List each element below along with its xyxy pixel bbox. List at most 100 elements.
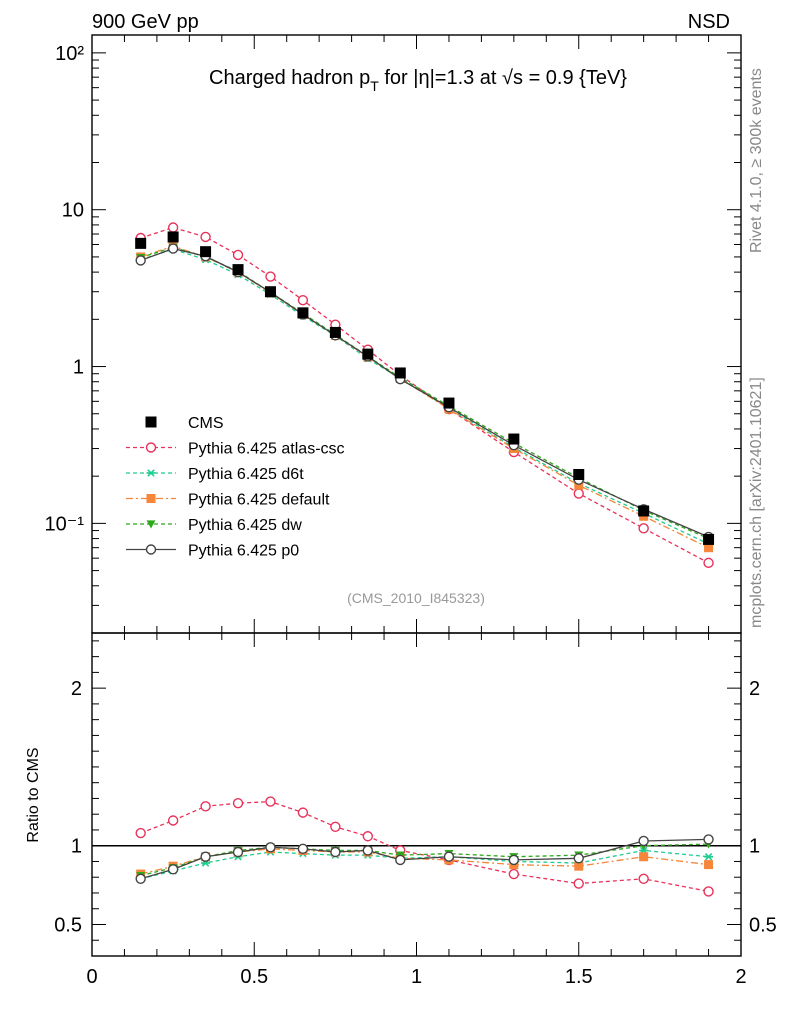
legend-marker-pythia-6-425-d6t <box>146 469 156 477</box>
ratio-point-pythia-6-425-p0 <box>395 854 406 866</box>
data-point-cms <box>394 367 406 379</box>
ratio-point-pythia-6-425-p0 <box>200 851 211 862</box>
series-line-pythia-6-425-p0 <box>140 247 709 538</box>
x-tick-label: 0.5 <box>240 966 268 988</box>
ratio-point-pythia-6-425-p0 <box>330 846 341 858</box>
ratio-line-pythia-6-425-d6t <box>140 849 709 880</box>
data-point-pythia-6-425-atlas-csc <box>573 488 584 499</box>
ratio-y-tick-label-right: 0.5 <box>749 914 777 936</box>
series-line-pythia-6-425-d6t <box>140 248 709 545</box>
data-point-cms <box>362 348 374 360</box>
ratio-point-pythia-6-425-atlas-csc <box>362 831 374 842</box>
data-point-cms <box>638 505 650 517</box>
data-point-pythia-6-425-atlas-csc <box>703 557 714 569</box>
y-tick-label: 10⁻¹ <box>45 513 85 535</box>
ratio-axis-label: Ratio to CMS <box>25 747 42 842</box>
legend-marker-pythia-6-425-default <box>146 494 156 503</box>
y-tick-label: 10² <box>55 43 84 65</box>
y-tick-label: 10 <box>62 200 84 222</box>
series-line-pythia-6-425-atlas-csc <box>140 226 709 564</box>
ratio-point-pythia-6-425-p0 <box>232 846 244 858</box>
x-tick-label: 1 <box>411 966 422 988</box>
ratio-point-pythia-6-425-p0 <box>508 854 520 866</box>
ratio-point-pythia-6-425-p0 <box>297 843 309 855</box>
ratio-point-pythia-6-425-p0 <box>167 864 179 875</box>
ratio-y-tick-label-right: 1 <box>749 836 760 858</box>
legend-label-cms: CMS <box>188 415 224 432</box>
legend-marker-pythia-6-425-dw <box>146 520 156 529</box>
header-left-label: 900 GeV pp <box>92 11 199 33</box>
data-point-pythia-6-425-atlas-csc <box>638 523 649 534</box>
ratio-point-pythia-6-425-p0 <box>265 842 276 853</box>
legend-marker-pythia-6-425-atlas-csc <box>145 442 157 453</box>
ratio-point-pythia-6-425-atlas-csc <box>232 797 244 809</box>
ratio-line-pythia-6-425-default <box>140 848 709 875</box>
ratio-point-pythia-6-425-atlas-csc <box>573 878 584 889</box>
header-right-label: NSD <box>688 11 730 33</box>
ratio-point-pythia-6-425-atlas-csc <box>703 886 714 897</box>
data-point-cms <box>703 533 715 545</box>
ratio-point-pythia-6-425-d6t <box>704 853 714 861</box>
ratio-point-pythia-6-425-atlas-csc <box>638 873 649 884</box>
ratio-y-tick-label: 1 <box>71 836 82 858</box>
data-point-cms <box>573 468 585 480</box>
data-point-pythia-6-425-default <box>704 543 714 553</box>
data-point-cms <box>508 433 520 445</box>
ratio-point-pythia-6-425-atlas-csc <box>167 815 179 826</box>
ratio-point-pythia-6-425-p0 <box>135 873 146 884</box>
ratio-point-pythia-6-425-atlas-csc <box>200 801 211 812</box>
ratio-panel-frame <box>91 632 742 957</box>
ratio-series-layer <box>135 796 714 897</box>
y-tick-label: 1 <box>73 357 84 379</box>
data-point-pythia-6-425-p0 <box>135 255 146 266</box>
axis-ticks <box>91 35 742 956</box>
ratio-point-pythia-6-425-default <box>704 860 714 870</box>
legend-label-pythia-6-425-d6t: Pythia 6.425 d6t <box>188 466 304 483</box>
mcplots-label: mcplots.cern.ch [arXiv:2401.10621] <box>748 377 765 628</box>
axis-tick-labels: 0 0.5 1 1.5 2 10⁻¹ 1 10 10² 0.5 0.5 1 1 2 2 <box>45 43 777 988</box>
data-point-pythia-6-425-atlas-csc <box>200 231 211 243</box>
ratio-y-tick-label: 2 <box>71 678 82 700</box>
ratio-point-pythia-6-425-p0 <box>703 834 714 845</box>
ratio-point-pythia-6-425-default <box>574 861 584 871</box>
legend-marker-pythia-6-425-p0 <box>145 544 157 555</box>
data-point-cms <box>200 246 212 258</box>
ratio-point-pythia-6-425-default <box>639 852 649 862</box>
ratio-point-pythia-6-425-atlas-csc <box>330 821 341 832</box>
ratio-point-pythia-6-425-atlas-csc <box>135 827 146 839</box>
legend: CMS Pythia 6.425 atlas-csc Pythia 6.425 d6… <box>126 415 345 560</box>
data-point-pythia-6-425-atlas-csc <box>232 249 244 261</box>
data-point-cms <box>443 397 455 409</box>
ratio-y-tick-label: 0.5 <box>54 914 82 936</box>
x-tick-label: 0 <box>86 966 97 988</box>
legend-label-pythia-6-425-atlas-csc: Pythia 6.425 atlas-csc <box>188 441 345 458</box>
ratio-line-pythia-6-425-atlas-csc <box>140 800 709 893</box>
analysis-tag: (CMS_2010_I845323) <box>347 590 485 606</box>
data-point-cms <box>297 307 309 319</box>
ratio-point-pythia-6-425-atlas-csc <box>508 868 520 880</box>
x-tick-label: 2 <box>735 966 746 988</box>
data-point-cms <box>135 237 147 249</box>
legend-marker-cms <box>145 416 157 428</box>
data-point-pythia-6-425-atlas-csc <box>297 294 309 306</box>
data-point-cms <box>264 286 276 298</box>
legend-label-pythia-6-425-p0: Pythia 6.425 p0 <box>188 543 299 560</box>
data-point-pythia-6-425-p0 <box>167 243 179 254</box>
legend-label-pythia-6-425-default: Pythia 6.425 default <box>188 492 330 509</box>
data-point-cms <box>232 264 244 276</box>
ratio-line-pythia-6-425-p0 <box>140 838 709 880</box>
legend-label-pythia-6-425-dw: Pythia 6.425 dw <box>188 517 302 534</box>
data-point-cms <box>167 231 179 243</box>
ratio-point-pythia-6-425-p0 <box>573 853 584 864</box>
chart-title: Charged hadron pT for |η|=1.3 at √s = 0.… <box>209 67 627 94</box>
ratio-point-pythia-6-425-p0 <box>443 851 455 862</box>
data-point-pythia-6-425-default <box>574 480 584 490</box>
data-point-pythia-6-425-atlas-csc <box>265 271 276 282</box>
ratio-point-pythia-6-425-atlas-csc <box>297 807 309 818</box>
ratio-y-tick-label-right: 2 <box>749 678 760 700</box>
x-tick-label: 1.5 <box>565 966 593 988</box>
data-point-pythia-6-425-atlas-csc <box>167 222 179 233</box>
ratio-point-pythia-6-425-atlas-csc <box>265 796 276 807</box>
data-point-cms <box>329 326 341 338</box>
